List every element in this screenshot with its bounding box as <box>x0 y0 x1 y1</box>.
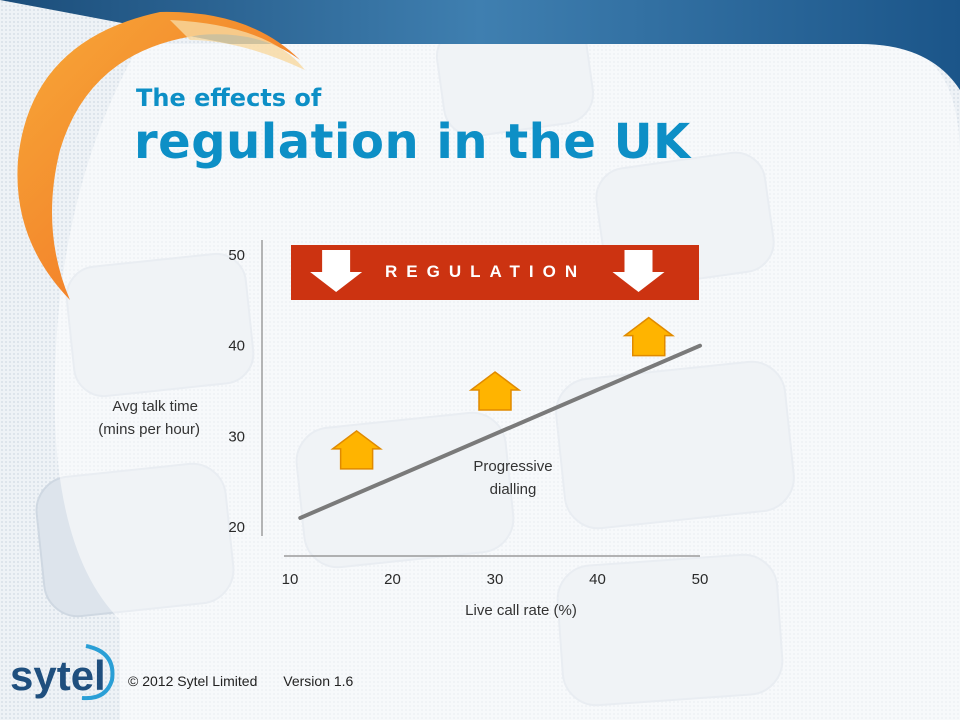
down-arrow-icon <box>310 250 363 292</box>
version-text: Version 1.6 <box>283 673 354 689</box>
y-axis-label-line-1: Avg talk time <box>112 398 198 415</box>
up-arrow-icon <box>330 429 383 470</box>
y-axis-label-line-2: (mins per hour) <box>98 421 200 438</box>
x-tick-label: 40 <box>589 571 606 588</box>
copyright-text: © 2012 Sytel Limited <box>128 673 258 689</box>
series-group <box>298 343 702 520</box>
page-title: regulation in the UK <box>134 114 691 170</box>
y-tick-label: 20 <box>228 519 245 536</box>
up-arrow-icon <box>622 316 675 357</box>
up-arrows <box>330 316 675 470</box>
footer: © 2012 Sytel Limited Version 1.6 <box>128 673 375 689</box>
up-arrow-icon <box>468 371 522 411</box>
x-tick-label: 30 <box>487 571 504 588</box>
x-axis-label: Live call rate (%) <box>465 602 577 619</box>
x-tick-label: 10 <box>282 571 299 588</box>
y-tick-label: 30 <box>228 428 245 445</box>
x-tick-label: 20 <box>384 571 401 588</box>
x-tick-labels: 10 20 30 40 50 <box>282 571 709 588</box>
y-tick-label: 40 <box>228 338 245 355</box>
down-arrows <box>310 250 665 292</box>
chart-axes <box>261 240 700 557</box>
title-line-1: The effects of <box>136 84 322 112</box>
logo-text: sytel <box>10 652 106 699</box>
x-tick-label: 50 <box>692 571 709 588</box>
y-tick-labels: 20 30 40 50 <box>228 247 245 536</box>
annotation-line-1: Progressive <box>473 458 552 475</box>
regulation-banner-label: REGULATION <box>385 262 586 281</box>
trend-line <box>298 343 702 520</box>
logo-swoosh-icon <box>81 644 115 701</box>
down-arrow-icon <box>612 250 665 292</box>
y-tick-label: 50 <box>228 247 245 264</box>
annotation-line-2: dialling <box>490 481 537 498</box>
sytel-logo: sytel <box>10 644 115 701</box>
